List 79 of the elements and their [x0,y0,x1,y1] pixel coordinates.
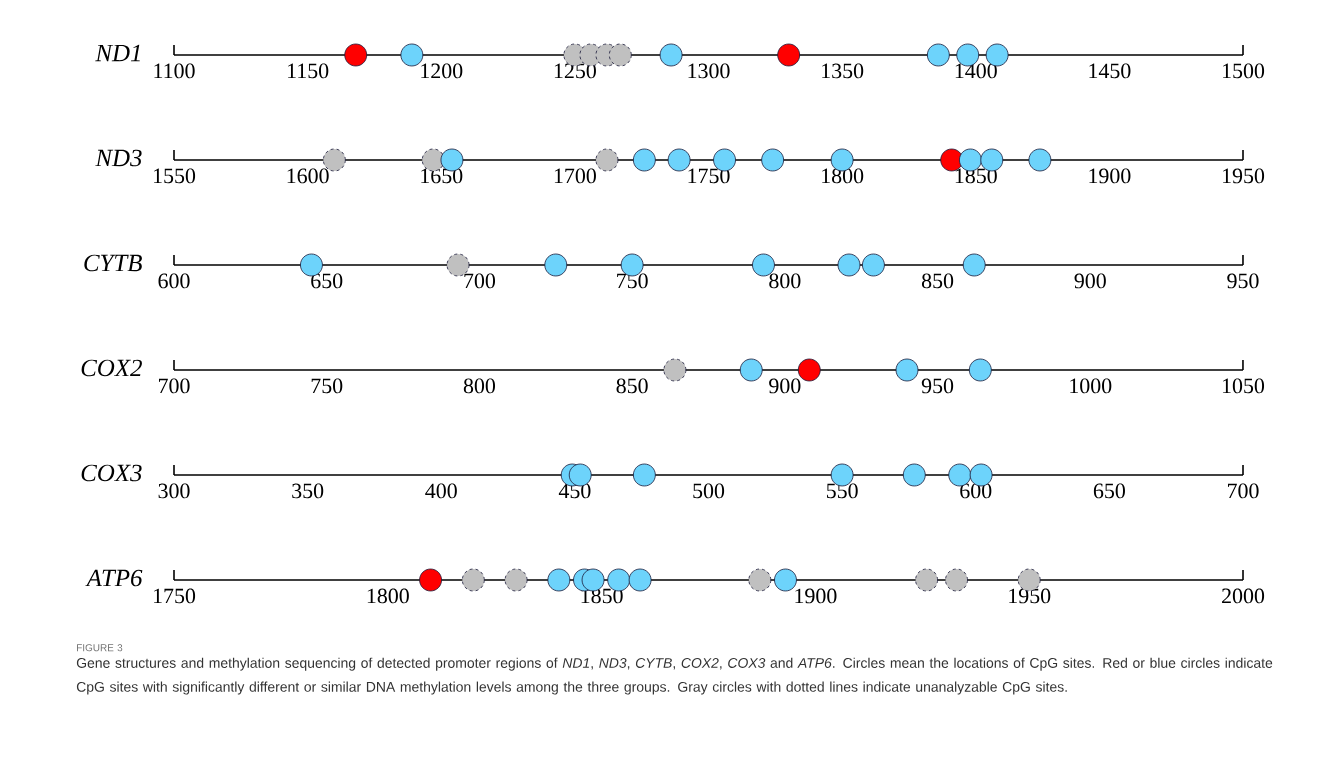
caption: FIGURE 3 [77,644,123,652]
x-tick-label: 600 [960,483,992,499]
x-tick-label: 800 [769,273,801,289]
point [777,43,801,67]
point [419,568,442,592]
point [595,148,619,172]
x-tick-label: 900 [769,378,801,394]
x-tick-label: 400 [425,483,457,499]
x-tick-label: 1800 [822,168,864,184]
point [837,253,861,277]
x-tick-label: 1750 [688,168,730,184]
point [739,358,763,382]
x-tick-label: 1700 [554,168,596,184]
point [968,358,992,382]
x-tick-label: 1050 [1222,378,1265,394]
x-tick-label: 1800 [367,588,409,604]
point [774,568,797,592]
x-tick-label: 1950 [1009,588,1051,604]
x-tick-label: 1900 [795,588,837,604]
point [632,463,656,487]
x-tick-label: 1200 [421,63,463,79]
x-tick-label: 650 [311,273,343,289]
point [962,253,986,277]
point [632,148,656,172]
x-tick-label: 1150 [288,63,329,79]
point [547,568,571,592]
x-tick-label: 1550 [154,168,196,184]
x-tick-label: 700 [159,378,190,394]
x-tick-label: 1450 [1089,63,1131,79]
point [344,43,368,67]
x-tick-label: 1000 [1070,378,1112,394]
x-tick-label: 500 [693,483,725,499]
point [945,568,968,592]
point [902,463,926,487]
x-tick-label: 1100 [154,63,195,79]
x-tick-label: 1950 [1223,168,1265,184]
x-tick-label: 850 [921,273,954,289]
x-tick-label: 2000 [1222,588,1265,604]
x-tick-label: 600 [158,273,190,289]
point [761,148,785,172]
x-tick-label: 1350 [822,63,864,79]
point [504,568,528,592]
x-tick-label: 300 [158,483,190,499]
x-tick-label: 850 [616,378,648,394]
x-tick-label: 1400 [955,63,997,79]
point [895,358,919,382]
point [461,568,485,592]
x-tick-label: 950 [1227,273,1259,289]
x-tick-label: 1600 [287,168,329,184]
point [915,568,938,592]
y-tick-label: ATP6 [85,569,143,587]
y-tick-label: CYTB [84,254,142,272]
x-tick-label: 650 [1093,483,1125,499]
x-tick-label: 700 [464,273,496,289]
point [1028,148,1052,172]
point [663,358,687,382]
y-tick-label: ND1 [95,44,140,62]
point [608,43,632,67]
x-tick-label: 350 [292,483,324,499]
point [926,43,950,67]
point [748,568,772,592]
x-tick-label: 700 [1228,483,1259,499]
y-tick-label: COX2 [81,359,142,377]
x-tick-label: 800 [463,378,496,394]
point [659,43,683,67]
x-tick-label: 1250 [554,63,596,79]
text: Gene structures and methylation sequencing of detected promoter regions of ND1, ND3, CYTB, COX2, COX3 and ATP6. Circles mean the locations of CpG sites. Red or blue circles indicate CpG sites with significantly different or similar DNA methylation levels among the three groups. Gray circles with dotted lines indicate unanalyzable CpG sites. [76,657,1273,695]
x-tick-label: 1500 [1223,63,1265,79]
x-tick-label: 1750 [154,588,196,604]
y-tick-label: ND3 [95,149,142,167]
x-tick-label: 1900 [1089,168,1131,184]
x-tick-label: 750 [311,378,343,394]
point [628,568,652,592]
point [862,253,885,277]
point [544,253,568,277]
x-tick-label: 1300 [688,63,730,79]
x-tick-label: 950 [921,378,954,394]
y-tick-label: COX3 [81,464,142,482]
x-tick-label: 900 [1074,273,1106,289]
